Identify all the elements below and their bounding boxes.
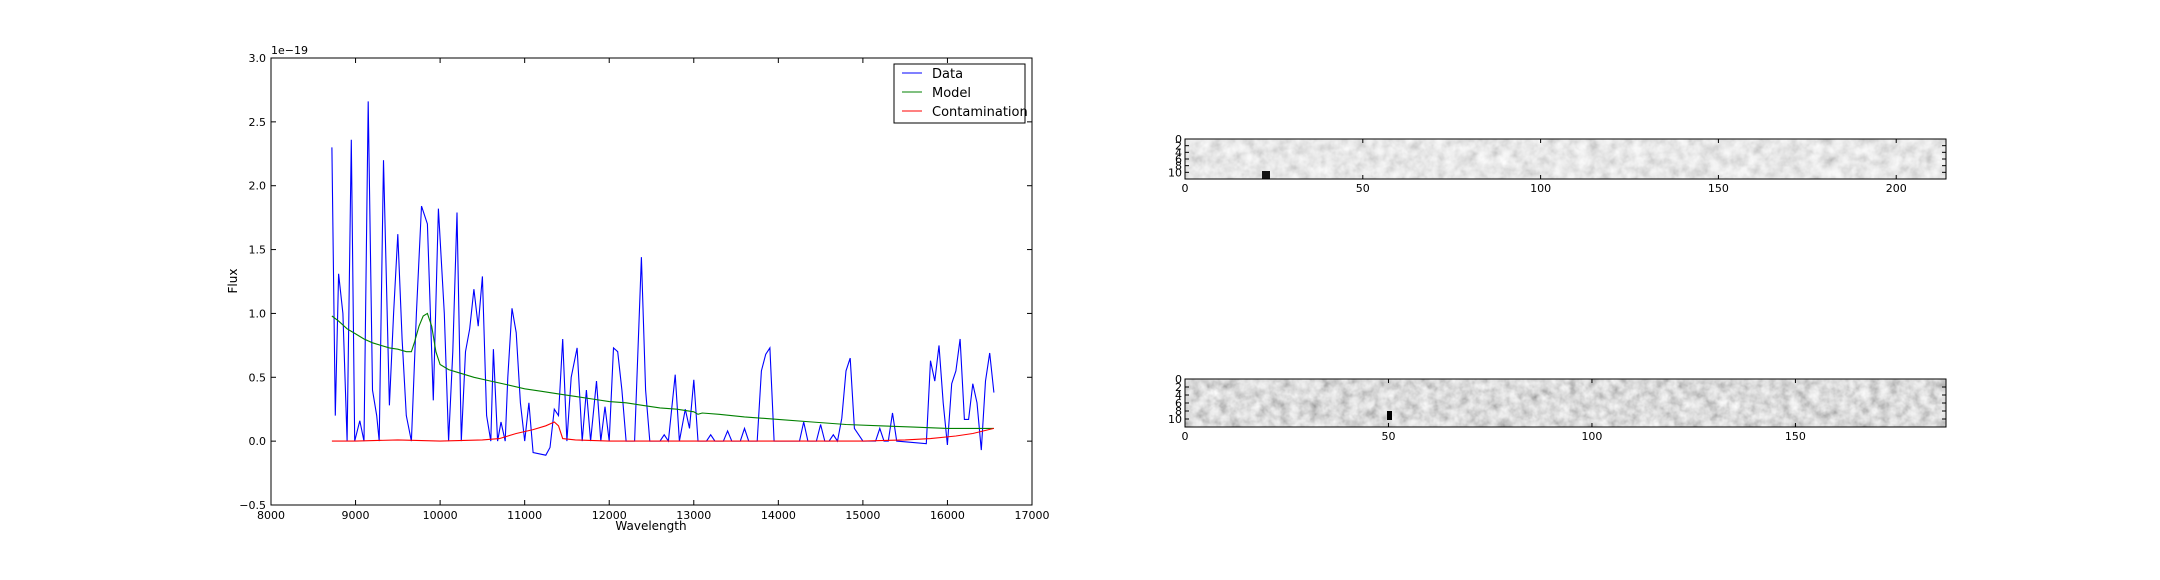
image-y-tick-label: 10 (1168, 166, 1182, 179)
x-tick-label: 12000 (592, 509, 627, 522)
x-tick-label: 9000 (342, 509, 370, 522)
spectrum-plot-frame (270, 57, 1033, 506)
legend-label-data: Data (932, 67, 963, 82)
x-tick-label: 10000 (423, 509, 458, 522)
series-line-contamination (331, 421, 995, 442)
image-y-tick-label: 8 (1175, 160, 1182, 173)
image-x-tick-label: 0 (1182, 182, 1189, 195)
y-tick-label: 2.5 (249, 116, 267, 129)
legend-box (893, 63, 1026, 124)
x-tick-label: 15000 (845, 509, 880, 522)
legend-label-contamination: Contamination (932, 105, 1028, 120)
image-y-tick-label: 0 (1175, 133, 1182, 146)
y-tick-label: 0.0 (249, 435, 267, 448)
image-x-tick-label: 0 (1182, 430, 1189, 443)
series-line-model (331, 312, 994, 429)
image-x-tick-label: 200 (1886, 182, 1907, 195)
y-tick-label: 1.5 (249, 244, 267, 257)
spectrum-series-group (331, 101, 995, 456)
image-y-tick-label: 4 (1175, 146, 1182, 159)
image-x-tick-label: 50 (1356, 182, 1370, 195)
image-x-tick-label: 50 (1381, 430, 1395, 443)
y-tick-label: 2.0 (249, 180, 267, 193)
spectrum-x-ticks: 8000 9000 10000 11000 12000 13000 14000 15000 16… (257, 58, 1050, 522)
image-y-tick-label: 0 (1175, 373, 1182, 386)
image-top-x-ticks: 0 50 100 150 200 (1182, 139, 1907, 195)
image-x-tick-label: 150 (1785, 430, 1806, 443)
spectrum-plot: 8000 9000 10000 11000 12000 13000 14000 15000 16… (226, 44, 1050, 533)
image-bottom-x-ticks: 0 50 100 150 (1182, 379, 1806, 443)
legend-label-model: Model (932, 86, 971, 101)
x-tick-label: 13000 (676, 509, 711, 522)
y-tick-label: 1.0 (249, 307, 267, 320)
image-x-tick-label: 100 (1581, 430, 1602, 443)
x-tick-label: 14000 (761, 509, 796, 522)
image-y-tick-label: 2 (1175, 381, 1182, 394)
image-x-tick-label: 100 (1530, 182, 1551, 195)
x-tick-label: 16000 (930, 509, 965, 522)
y-tick-label: −0.5 (239, 499, 266, 512)
spectrum-y-ticks: −0.5 0.0 0.5 1.0 1.5 2.0 2.5 3.0 (239, 52, 1032, 512)
spectrum-y-axis-label: Flux (226, 269, 240, 294)
spectrum-legend: Data Model Contamination (893, 63, 1028, 124)
image-y-tick-label: 2 (1175, 140, 1182, 153)
x-tick-label: 8000 (257, 509, 285, 522)
series-line-data (331, 101, 995, 456)
image-y-tick-label: 4 (1175, 389, 1182, 402)
y-tick-label: 0.5 (249, 371, 267, 384)
image-y-tick-label: 6 (1175, 153, 1182, 166)
image-top-dark-spot (1262, 171, 1270, 179)
image-x-tick-label: 150 (1708, 182, 1729, 195)
image-bottom-pixels (1185, 379, 1946, 427)
image-y-tick-label: 8 (1175, 405, 1182, 418)
x-tick-label: 11000 (507, 509, 542, 522)
image-y-tick-label: 6 (1175, 397, 1182, 410)
image-y-tick-label: 10 (1168, 413, 1182, 426)
x-tick-label: 17000 (1015, 509, 1050, 522)
spectrum-y-offset-label: 1e−19 (271, 44, 308, 57)
y-tick-label: 3.0 (249, 52, 267, 65)
image-bottom-dark-spot (1387, 411, 1392, 420)
spectrum-x-axis-label: Wavelength (615, 519, 686, 533)
image-top-pixels (1185, 139, 1946, 179)
